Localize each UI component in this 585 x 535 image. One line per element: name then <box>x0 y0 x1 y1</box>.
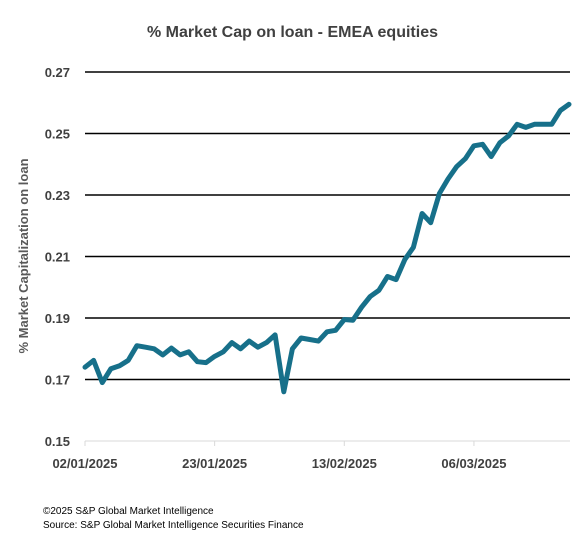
gridlines <box>85 71 570 381</box>
y-tick-labels: 0.27 0.25 0.23 0.21 0.19 0.17 0.15 <box>45 65 70 449</box>
x-axis <box>84 440 570 446</box>
y-tick-label: 0.19 <box>45 311 70 326</box>
x-tick-label: 02/01/2025 <box>52 456 117 471</box>
series-line <box>82 101 572 395</box>
x-tick-label: 13/02/2025 <box>312 456 377 471</box>
y-tick-label: 0.21 <box>45 250 70 265</box>
chart-title: % Market Cap on loan - EMEA equities <box>146 24 438 41</box>
y-tick-label: 0.27 <box>45 65 70 80</box>
series-group <box>82 101 572 395</box>
y-tick-label: 0.25 <box>45 127 70 142</box>
y-tick-label: 0.15 <box>45 434 70 449</box>
x-tick-labels: 02/01/2025 23/01/2025 13/02/2025 06/03/2025 <box>52 456 506 471</box>
y-tick-label: 0.23 <box>45 188 70 203</box>
source-note: Source: S&P Global Market Intelligence S… <box>43 520 304 531</box>
x-tick-label: 06/03/2025 <box>441 456 506 471</box>
y-tick-label: 0.17 <box>45 373 70 388</box>
copyright-note: ©2025 S&P Global Market Intelligence <box>43 506 214 517</box>
y-axis-label: % Market Capitalization on loan <box>16 158 31 353</box>
x-tick-label: 23/01/2025 <box>182 456 247 471</box>
